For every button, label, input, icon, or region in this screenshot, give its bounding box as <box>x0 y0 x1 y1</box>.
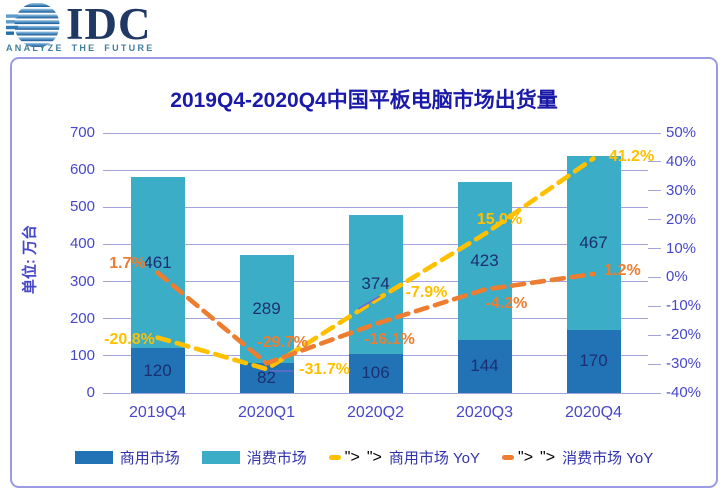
gridline <box>103 132 648 134</box>
legend-item-consumer: 消费市场 <box>201 447 307 468</box>
y2-axis-tick-label: -40% <box>666 384 702 401</box>
right-axis-tickmark <box>648 305 661 307</box>
right-axis-tickmark <box>648 248 661 250</box>
right-axis-tickmark <box>648 363 661 365</box>
y2-axis-tick-label: 50% <box>666 124 697 141</box>
right-axis-tickmark <box>648 161 661 163</box>
bar-value-label-consumer: 467 <box>579 233 608 253</box>
bar-value-label-consumer: 461 <box>143 252 172 272</box>
legend-swatch-yoy-line-consumer: "> <box>502 449 533 467</box>
bar-segment-consumer <box>130 177 185 349</box>
y2-axis-tick-label: 0% <box>666 268 688 286</box>
x-axis-label: 2019Q4 <box>129 404 186 421</box>
bar-value-label-consumer: 423 <box>470 250 499 270</box>
gridline <box>103 206 648 208</box>
yoy-point-label: -20.8% <box>104 330 155 348</box>
idc-tagline: ANALYZE THE FUTURE <box>6 43 155 53</box>
bar-segment-commercial <box>130 348 185 393</box>
y2-axis-tick-label: 30% <box>666 181 697 199</box>
legend-label: 消费市场 <box>246 450 307 467</box>
bar-segment-consumer <box>239 255 294 363</box>
y-axis-tick-label: 100 <box>69 346 95 364</box>
bar-segment-commercial <box>457 339 512 393</box>
yoy-line-consumer <box>155 270 596 366</box>
left-axis-tickmark <box>104 318 117 320</box>
yoy-point-label: 1.7% <box>109 254 146 272</box>
legend-item-yoy-line-consumer: "> "> 消费市场 YoY <box>502 447 653 468</box>
left-axis-tickmark <box>104 281 117 283</box>
x-axis-label: 2020Q4 <box>565 404 622 421</box>
idc-globe-icon <box>6 3 60 47</box>
right-axis-tickmark <box>648 334 661 336</box>
yoy-point-label: 41.2% <box>608 148 655 166</box>
left-axis-tickmark <box>104 169 117 171</box>
right-axis-tickmark <box>648 132 661 134</box>
yoy-point-label: -29.7% <box>257 334 308 352</box>
left-axis-tickmark <box>104 243 117 245</box>
chart-legend: 商用市场 消费市场 "> "> 商用市场 YoY "> "> 消费市场 YoY <box>0 447 728 468</box>
yoy-point-label: -4.2% <box>485 294 528 312</box>
left-axis-tickmark <box>104 392 117 394</box>
yoy-lines-overlay <box>155 156 596 372</box>
left-axis-tickmark <box>104 355 117 357</box>
x-axis-label: 2020Q3 <box>456 404 513 421</box>
y-axis-tick-label: 500 <box>69 198 95 216</box>
y-axis-tick-label: 700 <box>69 124 95 141</box>
gridline <box>103 169 648 171</box>
bar-value-label-consumer: 374 <box>361 274 390 294</box>
yoy-point-label: -16.1% <box>364 330 415 348</box>
left-axis-tickmark <box>104 206 117 208</box>
bar-value-label-commercial: 106 <box>361 363 390 383</box>
y-axis-tick-label: 400 <box>69 235 95 253</box>
y2-axis-tick-label: -10% <box>666 297 702 315</box>
legend-label: 商用市场 YoY <box>388 450 481 467</box>
yoy-point-label: 1.2% <box>604 261 641 279</box>
yoy-point-label: -31.7% <box>299 361 350 379</box>
x-axis-label: 2020Q2 <box>347 404 404 421</box>
legend-swatch-yoy-line-commercial: "> <box>328 449 360 467</box>
legend-item-yoy-line-commercial: "> "> 商用市场 YoY <box>328 447 481 468</box>
y-axis-tick-label: 200 <box>69 309 95 327</box>
yoy-point-label: -7.9% <box>405 284 448 302</box>
right-axis-tickmark <box>648 276 661 278</box>
gridline <box>103 392 648 394</box>
yoy-line-commercial <box>155 156 596 372</box>
chart-title: 2019Q4-2020Q4中国平板电脑市场出货量 <box>170 89 558 112</box>
legend-swatch-consumer <box>201 451 240 464</box>
y2-axis-tick-label: -30% <box>666 355 702 373</box>
bar-value-label-commercial: 82 <box>257 367 276 387</box>
bar-value-label-commercial: 144 <box>470 356 499 376</box>
bar-value-label-consumer: 289 <box>252 298 281 318</box>
legend-label: 消费市场 YoY <box>562 450 654 467</box>
y-axis-tick-label: 600 <box>69 161 95 179</box>
left-axis-tickmark <box>104 132 117 134</box>
idc-brand-text: IDC <box>66 0 152 49</box>
right-axis-tickmark <box>648 392 661 394</box>
bar-segment-consumer <box>566 156 621 330</box>
y-axis-unit-label: 单位: 万台 <box>21 224 39 295</box>
yoy-point-label: 15.0% <box>476 211 523 229</box>
bar-segment-commercial <box>566 329 621 393</box>
y2-axis-tick-label: 20% <box>666 210 697 228</box>
bar-value-label-commercial: 170 <box>579 351 608 371</box>
bar-segment-consumer <box>457 182 512 340</box>
legend-item-commercial: 商用市场 <box>74 447 180 468</box>
y-axis-tick-label: 300 <box>69 272 95 290</box>
right-axis-tickmark <box>648 219 661 221</box>
x-axis-label: 2020Q1 <box>238 404 295 421</box>
label-leader-line <box>357 295 381 310</box>
y-axis-tick-label: 0 <box>86 384 95 401</box>
bar-segment-commercial <box>348 353 403 393</box>
y2-axis-tick-label: 10% <box>666 239 697 257</box>
legend-label: 商用市场 <box>119 450 180 467</box>
idc-logo: IDC ANALYZE THE FUTURE <box>6 2 226 56</box>
y2-axis-tick-label: -20% <box>666 326 702 344</box>
legend-swatch-commercial <box>74 451 113 464</box>
bar-value-label-commercial: 120 <box>143 360 172 380</box>
y2-axis-tick-label: 40% <box>666 152 697 170</box>
right-axis-tickmark <box>648 190 661 192</box>
